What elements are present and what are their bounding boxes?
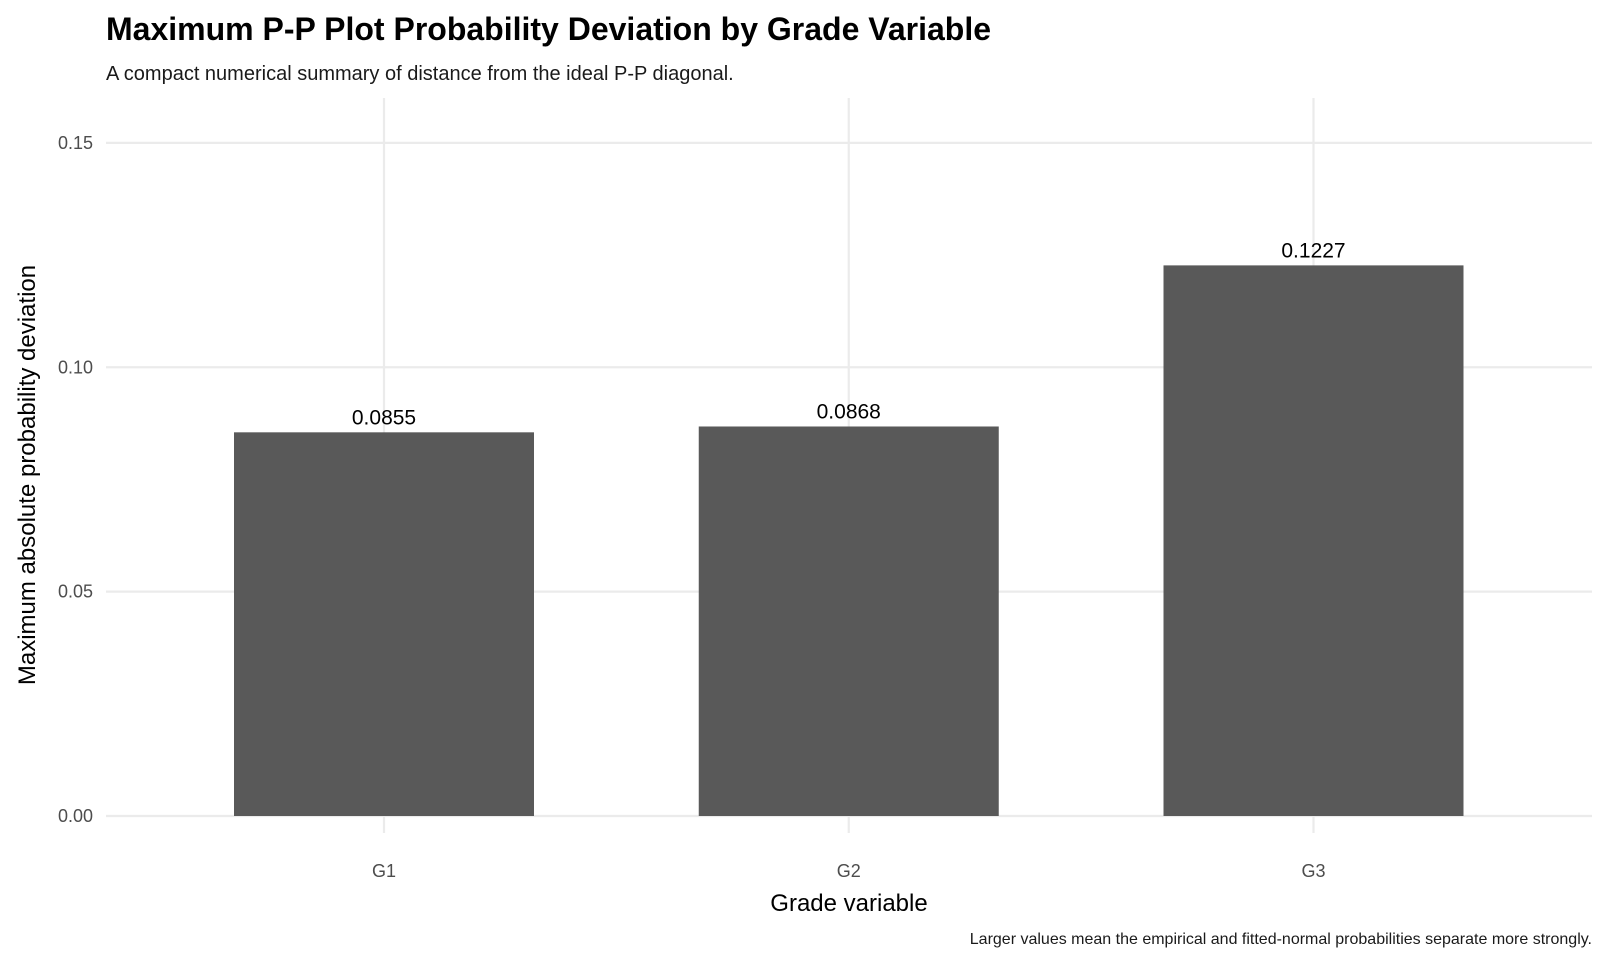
y-axis-ticks: 0.00 0.05 0.10 0.15 [58,133,93,826]
bar-g1 [234,432,534,816]
chart-caption: Larger values mean the empirical and fit… [970,931,1592,948]
data-label-g2: 0.0868 [817,400,881,423]
y-tick-label: 0.10 [58,357,93,377]
y-tick-label: 0.15 [58,133,93,153]
data-label-g3: 0.1227 [1281,239,1345,262]
y-tick-label: 0.05 [58,582,93,602]
x-tick-label-g2: G2 [837,861,861,881]
x-axis-ticks: G1 G2 G3 [372,861,1326,881]
y-tick-label: 0.00 [58,806,93,826]
x-tick-label-g3: G3 [1301,861,1325,881]
data-labels: 0.0855 0.0868 0.1227 [352,239,1346,429]
chart-title: Maximum P-P Plot Probability Deviation b… [106,11,991,47]
bars [234,265,1464,816]
bar-g3 [1163,265,1464,816]
data-label-g1: 0.0855 [352,406,416,429]
chart-subtitle: A compact numerical summary of distance … [106,63,734,85]
bar-g2 [698,426,999,816]
y-axis-title: Maximum absolute probability deviation [14,265,41,685]
x-tick-label-g1: G1 [372,861,396,881]
x-axis-title: Grade variable [770,890,927,917]
